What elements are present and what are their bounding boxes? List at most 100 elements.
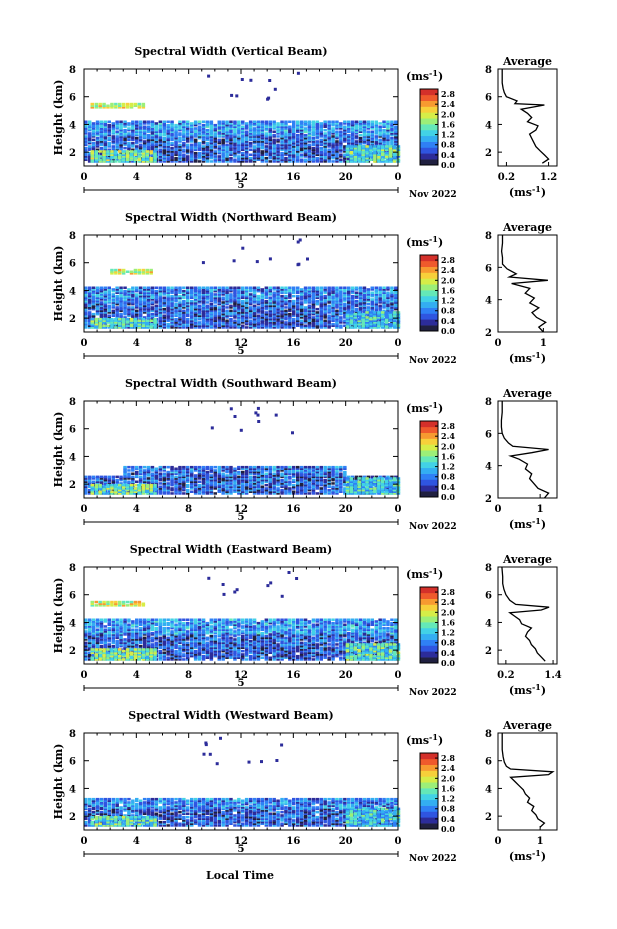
heatmap-cell <box>272 302 276 306</box>
heatmap-cell <box>252 316 257 319</box>
heatmap-cell <box>142 135 147 138</box>
heatmap-cell <box>111 299 115 303</box>
heatmap-cell <box>331 294 335 298</box>
heatmap-cell <box>221 130 225 133</box>
heatmap-cell <box>170 125 174 128</box>
heatmap-cell <box>95 133 100 137</box>
heatmap-cell <box>205 319 210 322</box>
heatmap-cell <box>95 289 100 293</box>
heatmap-cell <box>213 288 217 291</box>
heatmap-cell <box>288 291 292 294</box>
heatmap-cell <box>95 477 100 480</box>
heatmap-cell <box>225 321 229 324</box>
heatmap-cell <box>205 135 210 138</box>
heatmap-cell <box>284 123 288 127</box>
heatmap-cell <box>331 316 335 319</box>
heatmap-cell <box>307 130 312 133</box>
heatmap-cell <box>123 130 127 133</box>
heatmap-cell <box>201 138 206 142</box>
heatmap-cell <box>127 477 131 480</box>
heatmap-cell <box>87 475 92 479</box>
heatmap-cell <box>292 132 296 135</box>
heatmap-cell <box>319 321 323 324</box>
heatmap-cell <box>119 482 123 485</box>
heatmap-cell <box>213 296 217 299</box>
heatmap-cell <box>365 158 369 161</box>
heatmap-cell <box>358 138 363 142</box>
heatmap-cell <box>182 326 186 329</box>
heatmap-cell <box>111 304 115 308</box>
heatmap-cell <box>303 324 308 327</box>
heatmap-cell <box>98 319 102 322</box>
heatmap-cell <box>170 133 174 137</box>
heatmap-cell <box>244 475 249 479</box>
heatmap-cell <box>166 288 170 291</box>
heatmap-cell <box>331 314 335 317</box>
heatmap-cell <box>299 120 304 123</box>
heatmap-cell <box>268 314 272 317</box>
heatmap-cell <box>358 140 363 143</box>
heatmap-cell <box>272 492 276 495</box>
heatmap-cell <box>154 128 159 132</box>
heatmap-cell <box>174 148 178 151</box>
heatmap-cell <box>280 289 284 293</box>
heatmap-cell <box>158 286 163 289</box>
heatmap-cell <box>307 321 312 324</box>
heatmap-cell <box>166 316 170 319</box>
heatmap-cell <box>103 132 108 135</box>
heatmap-cell <box>138 475 143 479</box>
heatmap-cell <box>347 127 351 130</box>
heatmap-cell <box>197 289 202 293</box>
heatmap-cell <box>350 130 355 133</box>
heatmap-cell <box>350 143 355 147</box>
heatmap-cell <box>331 291 335 294</box>
heatmap-cell <box>276 138 280 142</box>
heatmap-cell <box>174 302 178 306</box>
colorbar-tick-label: 0.4 <box>441 150 455 160</box>
heatmap-cell <box>84 321 88 324</box>
heatmap-cell <box>197 127 202 130</box>
heatmap-cell <box>142 132 147 135</box>
heatmap-cell <box>315 122 320 125</box>
heatmap-cell <box>94 158 98 161</box>
heatmap-cell <box>390 286 394 289</box>
heatmap-cell <box>349 322 354 326</box>
average-y-tick-label: 4 <box>485 296 492 307</box>
heatmap-cell <box>345 160 350 163</box>
heatmap-cell <box>343 312 347 316</box>
heatmap-cell <box>307 150 312 153</box>
heatmap-cell <box>221 140 225 143</box>
heatmap-cell <box>87 296 92 299</box>
heatmap-cell <box>193 156 198 160</box>
heatmap-cell <box>237 477 241 480</box>
heatmap-cell <box>229 322 233 326</box>
heatmap-cell <box>233 483 237 487</box>
heatmap-cell <box>138 136 143 140</box>
heatmap-cell <box>256 306 261 309</box>
heatmap-cell <box>103 294 108 298</box>
heatmap-cell <box>217 317 221 321</box>
heatmap-cell <box>288 322 292 326</box>
heatmap-cell <box>311 130 316 133</box>
heatmap-cell <box>339 311 343 314</box>
heatmap-cell <box>248 141 253 145</box>
heatmap-cell <box>339 136 343 140</box>
heatmap-cell <box>221 291 225 294</box>
heatmap-cell <box>264 153 269 156</box>
heatmap-cell <box>386 294 390 298</box>
heatmap-cell <box>244 286 249 289</box>
heatmap-cell <box>87 138 92 142</box>
heatmap-cell <box>131 132 135 135</box>
heatmap-cell <box>237 156 241 160</box>
heatmap-cell <box>280 286 284 289</box>
heatmap-cell <box>307 125 312 128</box>
heatmap-cell <box>335 298 339 301</box>
heatmap-cell <box>358 136 363 140</box>
heatmap-cell <box>121 324 126 327</box>
heatmap-cell <box>272 293 276 296</box>
heatmap-cell <box>221 319 225 322</box>
heatmap-cell <box>107 127 111 130</box>
heatmap-cell <box>190 307 194 311</box>
heatmap-cell <box>95 482 100 485</box>
heatmap-cell <box>103 123 108 127</box>
